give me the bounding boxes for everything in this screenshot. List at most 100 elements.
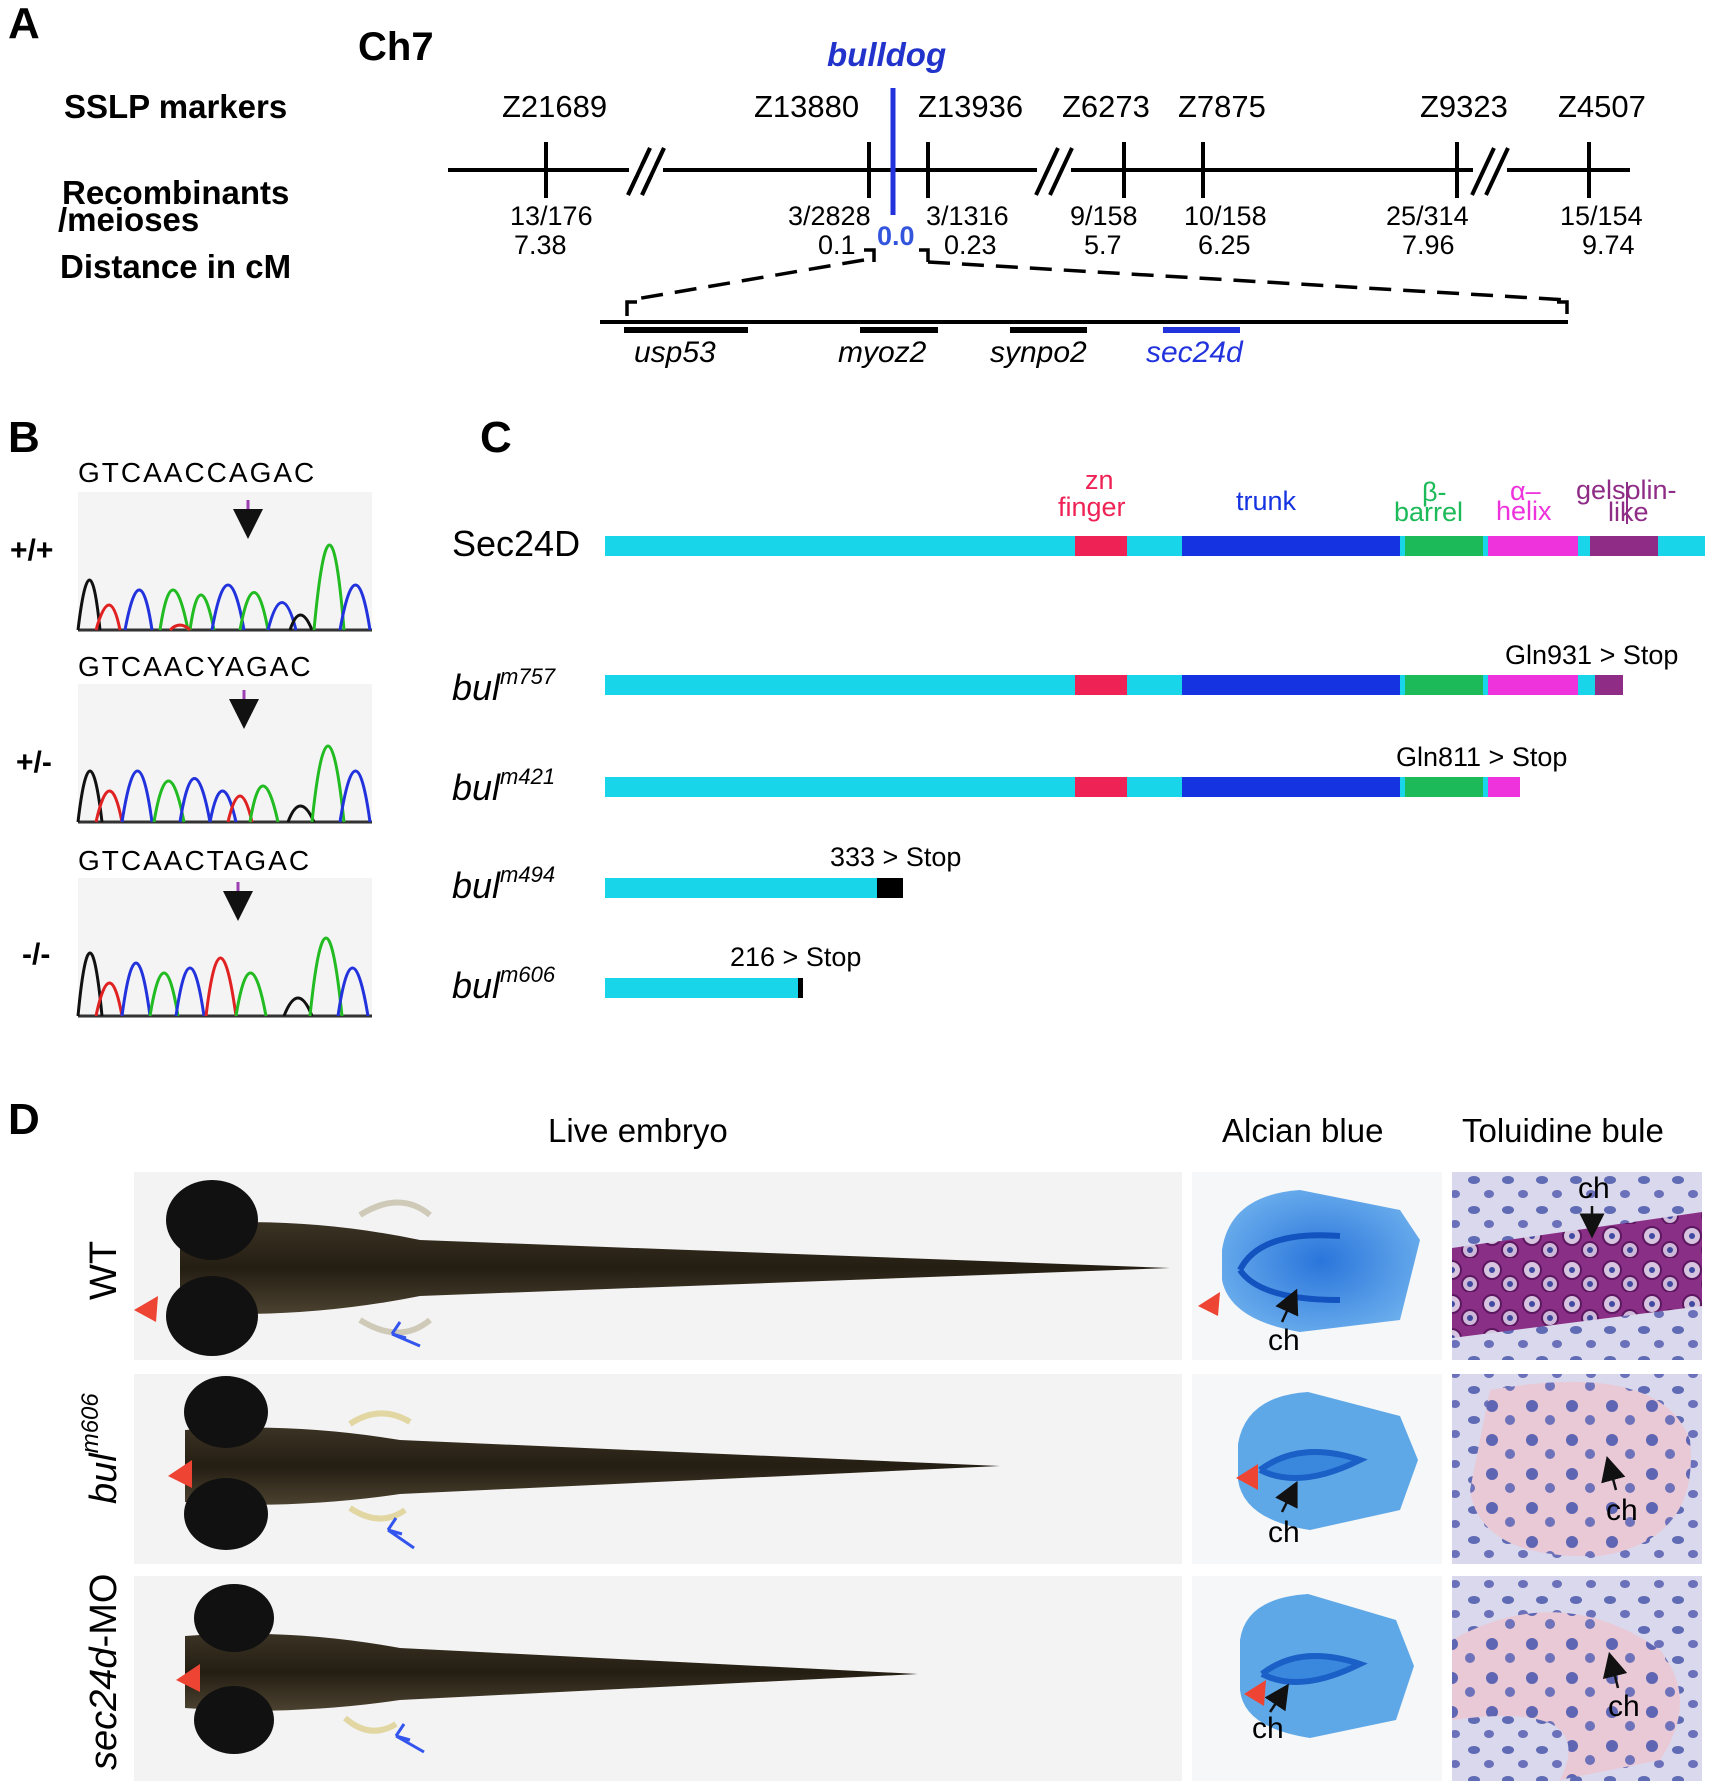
live-embryo-bul <box>134 1374 1182 1564</box>
chromatogram <box>76 543 372 632</box>
red-arrowhead-icon <box>1244 1680 1266 1706</box>
allele-m606: bulm606 216 > Stop <box>452 942 861 1006</box>
row-label-distance: Distance in cM <box>60 248 291 285</box>
marker-cm: 7.38 <box>514 230 567 260</box>
domain-beta-barrel <box>1405 536 1483 556</box>
arrow-icon <box>1601 1455 1626 1491</box>
chromatogram <box>76 744 372 824</box>
protein-label: Sec24D <box>452 523 580 564</box>
alcian-mo: ch <box>1192 1576 1442 1781</box>
domain-gelsolin <box>1590 536 1658 556</box>
blue-arrow-icon <box>390 1321 421 1348</box>
mutation-label: 216 > Stop <box>730 942 861 972</box>
domain-label-trunk: trunk <box>1236 486 1297 516</box>
panel-letter-c: C <box>480 413 512 462</box>
arrow-icon <box>1275 1480 1298 1513</box>
allele-m757: bulm757 Gln931 > Stop <box>452 640 1678 708</box>
panel-b: B +/+ GTCAACCAGAC +/ <box>8 413 372 1018</box>
marker-cm: 6.25 <box>1198 230 1251 260</box>
row-label-mo: sec24d-MO <box>83 1574 125 1770</box>
svg-text:finger: finger <box>1058 492 1126 522</box>
marker-z13936: Z13936 3/1316 0.23 <box>918 89 1023 260</box>
genotype-label: -/- <box>22 938 50 971</box>
allele-label: bulm606 <box>452 962 556 1006</box>
ch-label: ch <box>1252 1712 1284 1745</box>
gene-synpo2: synpo2 <box>990 327 1087 369</box>
allele-label: bulm757 <box>452 664 556 708</box>
marker-name: Z7875 <box>1178 89 1266 124</box>
marker-cm: 5.7 <box>1084 230 1122 260</box>
ch-label: ch <box>1268 1324 1300 1357</box>
gene-label: myoz2 <box>838 336 927 369</box>
marker-name: Z13936 <box>918 89 1023 124</box>
panel-a: A Ch7 bulldog SSLP markers Recombinants … <box>8 0 1646 369</box>
break-mark <box>1470 147 1510 196</box>
panel-c: C zn finger trunk β- barrel α– helix gel… <box>452 413 1705 1006</box>
panel-letter-a: A <box>8 0 40 48</box>
domain-label-gelsolin: gelsolin- like <box>1576 475 1677 527</box>
row-label-meioses: /meioses <box>58 201 199 238</box>
domain-alpha-helix <box>1488 536 1578 556</box>
svg-text:zn: zn <box>1085 465 1114 495</box>
trace-wildtype: +/+ GTCAACCAGAC <box>10 457 372 632</box>
marker-ratio: 9/158 <box>1070 201 1138 231</box>
row-label-recombinants: Recombinants <box>62 174 289 211</box>
zoom-connector <box>625 248 1569 316</box>
locus-label: bulldog <box>827 36 946 73</box>
marker-cm: 9.74 <box>1582 230 1635 260</box>
row-label-bul: bulm606 <box>77 1393 125 1504</box>
allele-m421: bulm421 Gln811 > Stop <box>452 742 1567 808</box>
marker-z4507: Z4507 15/154 9.74 <box>1558 89 1646 260</box>
protein-sec24d: Sec24D <box>452 523 1705 564</box>
marker-z7875: Z7875 10/158 6.25 <box>1178 89 1267 260</box>
marker-ratio: 3/1316 <box>926 201 1009 231</box>
panel-letter-b: B <box>8 413 40 462</box>
row-label-sslp: SSLP markers <box>64 88 287 125</box>
marker-name: Z21689 <box>502 89 607 124</box>
gene-myoz2: myoz2 <box>838 327 938 369</box>
ch-label: ch <box>1608 1690 1640 1723</box>
marker-name: Z4507 <box>1558 89 1646 124</box>
live-embryo-wt <box>134 1172 1182 1360</box>
allele-label: bulm494 <box>452 862 555 906</box>
break-mark <box>626 147 666 196</box>
domain-label-alpha-helix: α– helix <box>1496 476 1552 526</box>
marker-ratio: 3/2828 <box>788 201 871 231</box>
row-label-wt: WT <box>83 1241 125 1300</box>
arrow-icon <box>1602 1651 1628 1689</box>
toluidine-bul: ch <box>1452 1374 1702 1564</box>
blue-arrow-icon <box>386 1517 415 1550</box>
svg-text:trunk: trunk <box>1236 486 1297 516</box>
svg-text:barrel: barrel <box>1394 497 1463 527</box>
genotype-label: +/+ <box>10 534 53 567</box>
break-mark <box>1034 147 1074 196</box>
live-embryo-mo <box>134 1576 1182 1781</box>
marker-ratio: 15/154 <box>1560 201 1643 231</box>
chromosome-label: Ch7 <box>358 25 434 69</box>
alcian-bul: ch <box>1192 1374 1442 1564</box>
red-arrowhead-icon <box>168 1460 192 1488</box>
domain-label-beta-barrel: β- barrel <box>1394 477 1463 527</box>
red-arrowhead-icon <box>1198 1292 1220 1316</box>
gene-label: usp53 <box>634 336 716 369</box>
svg-text:β-: β- <box>1422 477 1447 507</box>
marker-cm: 0.1 <box>818 230 856 260</box>
ch-label: ch <box>1578 1172 1610 1205</box>
marker-name: Z6273 <box>1062 89 1150 124</box>
toluidine-mo: ch <box>1452 1576 1702 1781</box>
marker-cm: 0.23 <box>944 230 997 260</box>
marker-z21689: Z21689 13/176 7.38 <box>502 89 607 260</box>
mutation-label: 333 > Stop <box>830 842 961 872</box>
domain-trunk <box>1182 536 1400 556</box>
mutation-label: Gln931 > Stop <box>1505 640 1678 670</box>
arrow-icon <box>1264 1683 1289 1713</box>
chromatogram <box>76 936 372 1018</box>
marker-z9323: Z9323 25/314 7.96 <box>1386 89 1508 260</box>
gene-label: synpo2 <box>990 336 1087 369</box>
blue-arrow-icon <box>394 1723 425 1754</box>
alcian-wt: ch <box>1192 1172 1442 1360</box>
marker-cm: 7.96 <box>1402 230 1455 260</box>
column-title-live: Live embryo <box>548 1112 728 1149</box>
panel-letter-d: D <box>8 1095 40 1144</box>
